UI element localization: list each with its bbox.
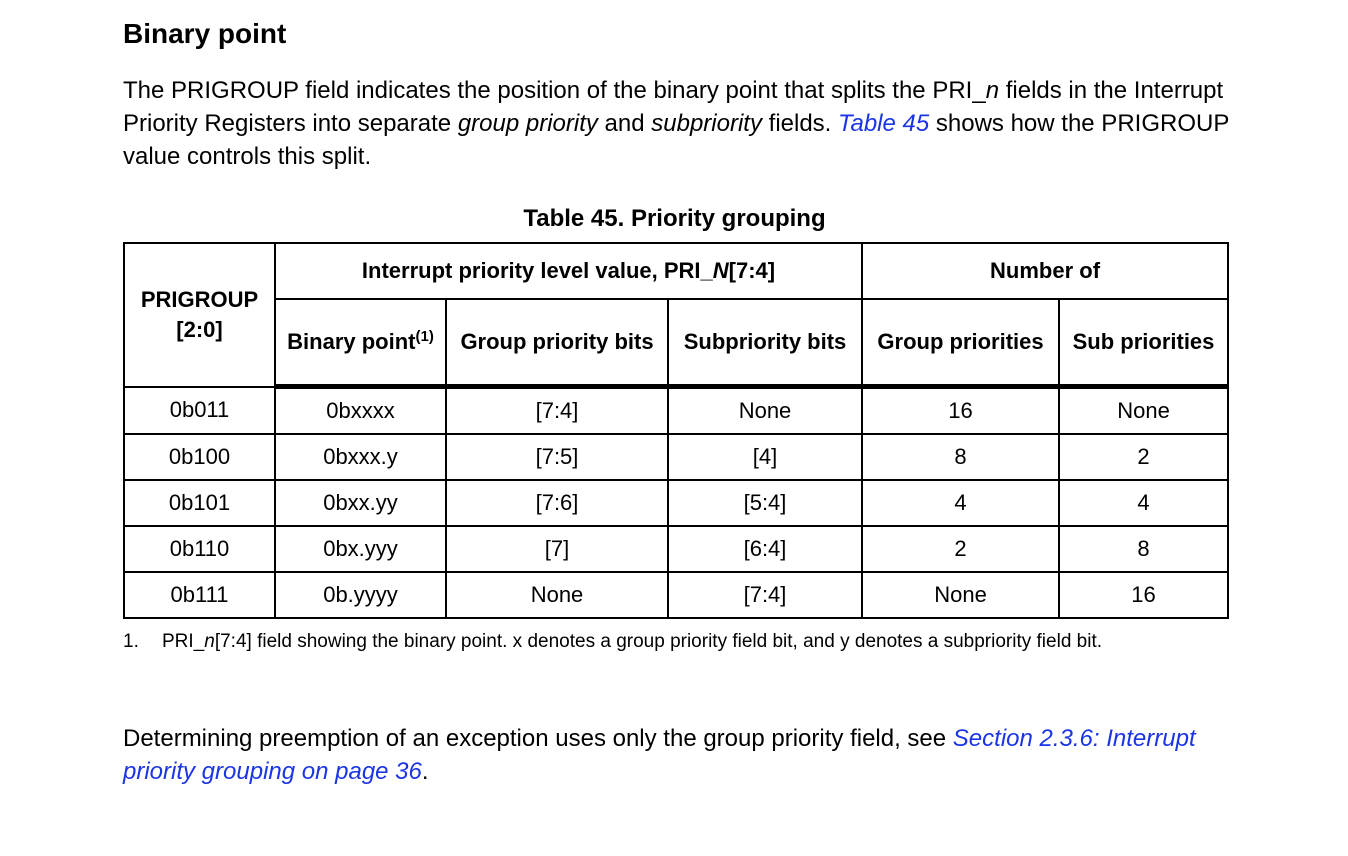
- table-row: 0b111 0b.yyyy None [7:4] None 16: [123, 571, 1230, 619]
- table-cell: 0b100: [123, 433, 276, 481]
- header-subpriority-bits: Subpriority bits: [666, 298, 864, 389]
- table-cell: 0bxxx.y: [274, 433, 447, 481]
- footnote-number: 1.: [123, 631, 139, 652]
- table-cell: None: [445, 571, 669, 619]
- table-cell: 4: [1058, 479, 1230, 527]
- table-cell: 16: [861, 385, 1061, 435]
- table-cell: None: [666, 385, 864, 435]
- intro-italic-n: n: [985, 77, 1000, 104]
- table-cell: 0b101: [123, 479, 276, 527]
- table-cell: 16: [1058, 571, 1230, 619]
- table-cell: 0bx.yyy: [274, 525, 447, 573]
- table-cell: [7:4]: [666, 571, 864, 619]
- header-binary-point: Binary point(1): [274, 298, 447, 389]
- intro-text: fields.: [761, 110, 839, 137]
- table-cell: 0bxx.yy: [274, 479, 447, 527]
- table-cell: [7:6]: [445, 479, 669, 527]
- table-cell: [7]: [445, 525, 669, 573]
- table-cell: [4]: [666, 433, 864, 481]
- intro-text: fields in the Interrupt Priority Registe…: [123, 77, 1224, 137]
- footnote-text: PRI_n[7:4] field showing the binary poin…: [162, 631, 1103, 652]
- header-group-priority-bits: Group priority bits: [445, 298, 669, 389]
- table-cell: 8: [861, 433, 1061, 481]
- header-number-of: Number of: [861, 242, 1230, 300]
- table-cell: None: [1058, 385, 1230, 435]
- table-cell: None: [861, 571, 1061, 619]
- intro-paragraph: The PRIGROUP field indicates the positio…: [123, 74, 1243, 173]
- table-cell: [5:4]: [666, 479, 864, 527]
- table-caption: Table 45. Priority grouping: [523, 205, 826, 232]
- header-interrupt-priority-level: Interrupt priority level value, PRI_N[7:…: [273, 242, 864, 300]
- intro-text: The PRIGROUP field indicates the positio…: [123, 77, 986, 104]
- table-header-row: Binary point(1) Group priority bits Subp…: [124, 298, 1230, 389]
- intro-text: and: [597, 110, 652, 137]
- header-sub-priorities: Sub priorities: [1058, 298, 1230, 389]
- table-cell: 0b.yyyy: [274, 571, 447, 619]
- table-cell: 4: [861, 479, 1061, 527]
- section-heading: Binary point: [123, 18, 287, 49]
- footnote: 1. PRI_n[7:4] field showing the binary p…: [123, 632, 1223, 651]
- table-45-link[interactable]: Table 45: [838, 110, 930, 137]
- footnote-ref: (1): [415, 328, 434, 345]
- table-row: 0b011 0bxxxx [7:4] None 16 None: [123, 385, 1230, 435]
- header-group-priorities: Group priorities: [861, 298, 1061, 389]
- intro-italic-subpriority: subpriority: [651, 110, 762, 137]
- header-prigroup: PRIGROUP [2:0]: [123, 242, 276, 388]
- table-cell: 2: [861, 525, 1061, 573]
- table-cell: 2: [1058, 433, 1230, 481]
- table-row: 0b101 0bxx.yy [7:6] [5:4] 4 4: [123, 479, 1230, 527]
- closing-paragraph: Determining preemption of an exception u…: [123, 725, 1196, 785]
- table-cell: 0b110: [123, 525, 276, 573]
- table-cell: 8: [1058, 525, 1230, 573]
- table-cell: 0b011: [123, 385, 276, 435]
- table-header-row: PRIGROUP [2:0] Interrupt priority level …: [123, 242, 1230, 388]
- table-row: 0b100 0bxxx.y [7:5] [4] 8 2: [123, 433, 1230, 481]
- intro-italic-group-priority: group priority: [457, 110, 598, 137]
- section-2-3-6-link[interactable]: Section 2.3.6: Interrupt priority groupi…: [123, 725, 1196, 785]
- table-cell: [7:5]: [445, 433, 669, 481]
- table-cell: 0b111: [123, 571, 276, 619]
- table-cell: [7:4]: [445, 385, 669, 435]
- table-cell: 0bxxxx: [274, 385, 447, 435]
- table-cell: [6:4]: [666, 525, 864, 573]
- intro-text: shows how the PRIGROUP value controls th…: [123, 110, 1229, 170]
- priority-grouping-table: PRIGROUP [2:0] Interrupt priority level …: [123, 242, 1230, 619]
- table-row: 0b110 0bx.yyy [7] [6:4] 2 8: [123, 525, 1230, 573]
